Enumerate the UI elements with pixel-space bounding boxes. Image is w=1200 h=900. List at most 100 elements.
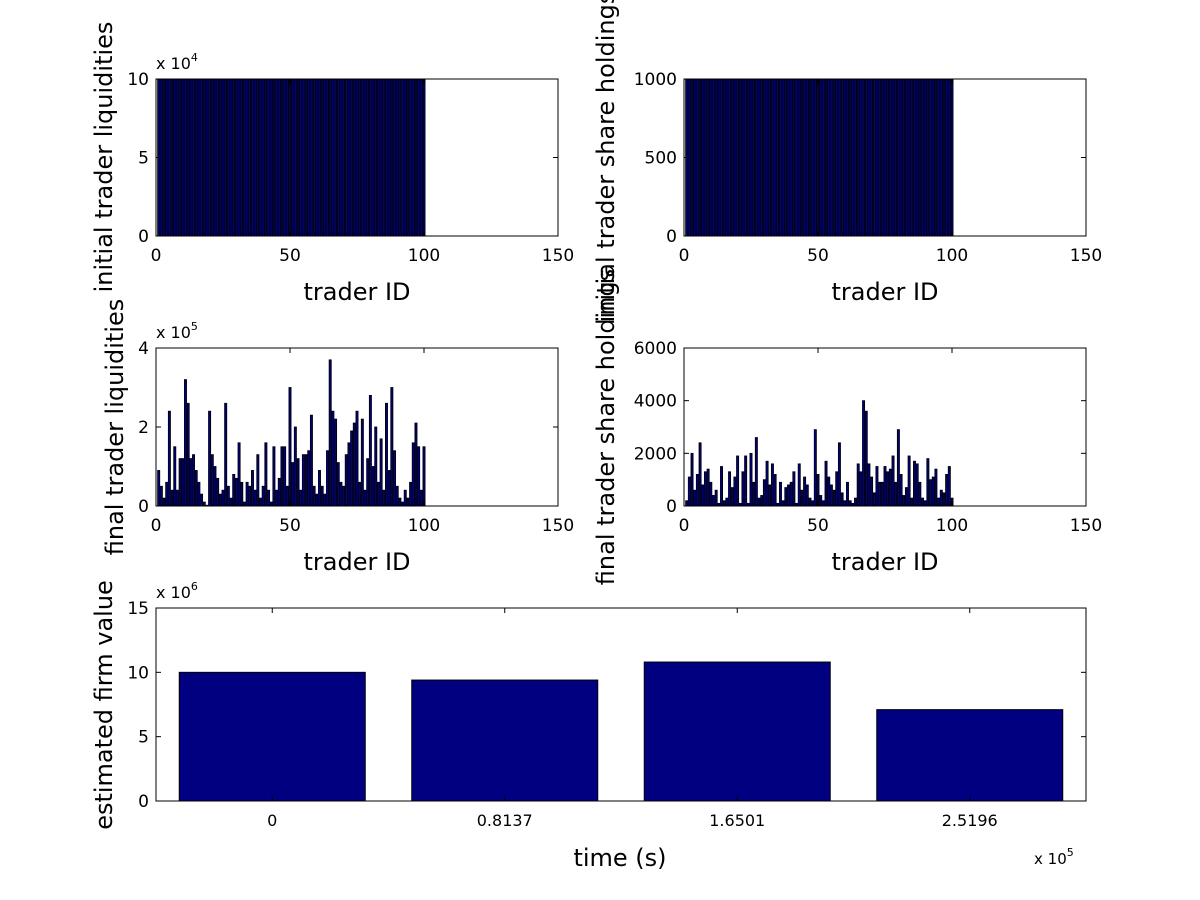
bar: [398, 78, 402, 237]
bar: [299, 78, 303, 237]
bar: [229, 78, 233, 237]
bar: [256, 454, 260, 507]
y-tick-label: 2: [138, 418, 149, 438]
bar: [808, 497, 812, 507]
bar: [795, 502, 799, 507]
bar: [339, 481, 343, 507]
bar: [915, 463, 919, 507]
bar: [301, 454, 305, 507]
y-tick-label: 2000: [634, 444, 677, 464]
bar: [821, 500, 825, 507]
bar: [237, 78, 241, 237]
bar: [422, 78, 426, 237]
bar: [792, 471, 796, 507]
bar: [800, 489, 804, 507]
bar: [776, 502, 780, 507]
bar: [376, 78, 380, 237]
x-exponent-base: x 10: [1034, 850, 1067, 868]
bar: [173, 78, 177, 237]
bar: [695, 78, 699, 237]
bar: [216, 477, 220, 507]
bar: [827, 78, 831, 237]
x-tick-label: 0: [679, 246, 690, 266]
bar: [320, 78, 324, 237]
bar: [872, 78, 876, 237]
bar: [323, 493, 327, 507]
bar: [376, 481, 380, 507]
bar: [643, 661, 831, 802]
bar: [934, 78, 938, 237]
bar: [419, 78, 423, 237]
bar: [385, 78, 388, 237]
bar: [797, 463, 801, 507]
bar: [409, 78, 413, 237]
x-axis-label: trader ID: [303, 548, 410, 576]
bar: [781, 78, 785, 237]
bar: [213, 78, 217, 237]
bar: [280, 78, 284, 237]
bar: [210, 454, 214, 507]
bar: [200, 78, 204, 237]
bar: [162, 497, 166, 507]
bar: [288, 387, 292, 507]
bar: [403, 489, 407, 507]
bar: [926, 458, 930, 507]
x-tick-label: 100: [408, 516, 440, 536]
bar: [899, 78, 903, 237]
bar: [318, 78, 321, 237]
bar: [422, 446, 426, 507]
bar: [178, 671, 366, 802]
bar: [813, 78, 817, 237]
bar: [770, 463, 774, 507]
x-tick-label: 0: [151, 246, 162, 266]
bar: [245, 78, 249, 237]
bar: [733, 476, 737, 507]
bar: [765, 78, 769, 237]
bar: [360, 418, 364, 507]
bar: [867, 463, 871, 507]
x-tick-label: 2.5196: [942, 811, 998, 830]
bar: [371, 466, 375, 507]
bar: [242, 501, 246, 507]
bar: [811, 78, 815, 237]
x-tick-label: 100: [936, 246, 968, 266]
bar: [902, 78, 906, 237]
bar: [880, 481, 884, 507]
bar: [746, 78, 750, 237]
bar: [870, 78, 874, 237]
bar: [701, 78, 705, 237]
bar: [848, 78, 852, 237]
bar: [267, 78, 271, 237]
bar: [695, 473, 699, 507]
bar: [218, 493, 222, 507]
y-tick-label: 1000: [634, 70, 677, 90]
bar: [907, 455, 911, 507]
bar: [923, 78, 927, 237]
x-axis-label: trader ID: [831, 278, 938, 306]
bar: [918, 481, 922, 507]
bar: [197, 481, 201, 507]
bar: [813, 429, 817, 507]
bar: [846, 481, 849, 507]
bar: [829, 78, 833, 237]
bar: [194, 470, 198, 507]
bar: [291, 78, 295, 237]
bar: [382, 489, 386, 507]
bar: [240, 78, 244, 237]
bar: [368, 78, 372, 237]
bar: [272, 78, 276, 237]
bar: [355, 78, 359, 237]
y-axis-label: final trader liquidities: [101, 299, 129, 556]
bar: [693, 78, 697, 237]
x-axis-label: trader ID: [831, 548, 938, 576]
bar: [876, 709, 1064, 802]
bar: [784, 78, 788, 237]
bar: [795, 78, 799, 237]
x-axis-label: trader ID: [303, 278, 410, 306]
bar: [722, 500, 726, 507]
bar: [752, 481, 756, 507]
bar: [859, 78, 863, 237]
bar: [192, 78, 195, 237]
bar: [950, 78, 954, 237]
bar: [878, 78, 882, 237]
